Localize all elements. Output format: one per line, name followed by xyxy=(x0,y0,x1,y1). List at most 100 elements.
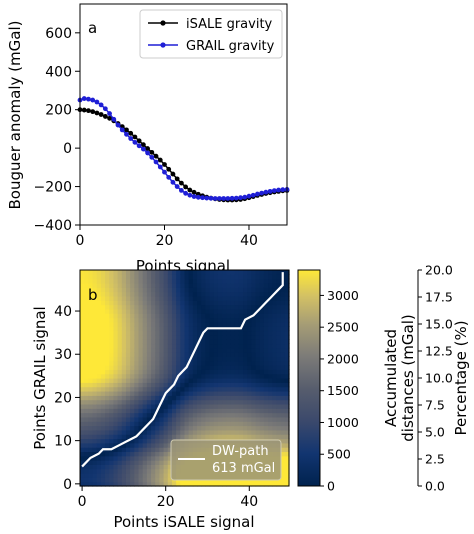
colorbar-tick-label-3000: 3000 xyxy=(327,288,359,303)
heatmap-cell xyxy=(255,369,261,375)
heatmap-cell xyxy=(155,326,161,332)
heatmap-cell xyxy=(121,455,127,461)
heatmap-cell xyxy=(92,373,98,379)
heatmap-cell xyxy=(159,365,165,370)
heatmap-cell xyxy=(238,278,244,284)
heatmap-cell xyxy=(100,274,106,280)
heatmap-cell xyxy=(263,282,269,288)
heatmap-cell xyxy=(213,339,219,345)
heatmap-cell xyxy=(146,464,152,470)
heatmap-cell xyxy=(163,274,169,280)
heatmap-cell xyxy=(201,408,206,414)
heatmap-cell xyxy=(230,313,236,319)
heatmap-cell xyxy=(201,347,206,353)
heatmap-cell xyxy=(121,369,127,375)
heatmap-cell xyxy=(259,386,265,392)
heatmap-cell xyxy=(247,282,252,288)
heatmap-cell xyxy=(113,395,119,401)
heatmap-cell xyxy=(167,278,173,284)
series-point-0-20 xyxy=(162,162,167,167)
heatmap-cell xyxy=(130,356,135,362)
heatmap-cell xyxy=(100,416,106,422)
heatmap-cell xyxy=(138,395,144,401)
heatmap-cell xyxy=(105,287,110,293)
series-point-1-40 xyxy=(246,193,252,199)
heatmap-cell xyxy=(100,390,106,396)
heatmap-cell xyxy=(88,481,94,487)
heatmap-cell xyxy=(125,429,131,435)
heatmap-cell xyxy=(121,321,127,327)
heatmap-cell xyxy=(109,356,115,362)
heatmap-cell xyxy=(171,326,177,332)
heatmap-cell xyxy=(205,308,211,314)
heatmap-cell xyxy=(92,365,98,370)
heatmap-cell xyxy=(276,365,282,370)
heatmap-cell xyxy=(205,317,211,323)
heatmap-cell xyxy=(80,339,85,345)
series-point-1-29 xyxy=(200,195,205,201)
heatmap-cell xyxy=(96,464,102,470)
heatmap-cell xyxy=(280,390,286,396)
heatmap-cell xyxy=(251,282,257,288)
heatmap-cell xyxy=(134,287,140,293)
heatmap-cell xyxy=(213,282,219,288)
a-ytick-label-0: 0 xyxy=(63,141,72,157)
heatmap-cell xyxy=(171,408,177,414)
heatmap-cell xyxy=(205,339,211,345)
heatmap-cell xyxy=(276,347,282,353)
heatmap-cell xyxy=(171,274,177,280)
heatmap-cell xyxy=(284,356,290,362)
pct-tick-label-2: 5.0 xyxy=(425,425,445,440)
heatmap-cell xyxy=(284,373,290,379)
heatmap-cell xyxy=(80,425,85,431)
heatmap-cell xyxy=(222,390,227,396)
heatmap-cell xyxy=(84,330,89,336)
heatmap-cell xyxy=(146,334,152,340)
heatmap-cell xyxy=(130,321,135,327)
heatmap-cell xyxy=(268,425,273,431)
heatmap-cell xyxy=(151,270,156,275)
heatmap-cell xyxy=(163,352,169,357)
heatmap-cell xyxy=(234,373,240,379)
heatmap-cell xyxy=(84,347,89,353)
heatmap-cell xyxy=(201,390,206,396)
heatmap-cell xyxy=(209,382,215,388)
heatmap-cell xyxy=(88,347,94,353)
heatmap-cell xyxy=(238,412,244,418)
heatmap-cell xyxy=(259,373,265,379)
heatmap-cell xyxy=(230,365,236,370)
heatmap-cell xyxy=(272,403,278,409)
heatmap-cell xyxy=(151,291,156,297)
heatmap-cell xyxy=(217,295,223,301)
heatmap-cell xyxy=(238,291,244,297)
heatmap-cell xyxy=(230,386,236,392)
heatmap-cell xyxy=(109,382,115,388)
heatmap-cell xyxy=(163,468,169,474)
heatmap-cell xyxy=(268,390,273,396)
b-xtick-label-40: 40 xyxy=(240,494,258,510)
heatmap-cell xyxy=(171,282,177,288)
heatmap-cell xyxy=(243,481,248,487)
heatmap-cell xyxy=(109,369,115,375)
heatmap-cell xyxy=(109,451,115,457)
heatmap-cell xyxy=(192,390,198,396)
heatmap-cell xyxy=(84,295,89,301)
heatmap-cell xyxy=(192,352,198,357)
heatmap-cell xyxy=(222,270,227,275)
heatmap-cell xyxy=(209,412,215,418)
heatmap-cell xyxy=(125,365,131,370)
pct-tick-label-6: 15.0 xyxy=(425,317,453,332)
heatmap-cell xyxy=(188,369,194,375)
heatmap-cell xyxy=(159,282,165,288)
heatmap-cell xyxy=(184,416,190,422)
heatmap-cell xyxy=(125,378,131,383)
series-point-1-6 xyxy=(102,106,108,112)
heatmap-cell xyxy=(167,403,173,409)
heatmap-cell xyxy=(171,425,177,431)
heatmap-cell xyxy=(176,291,181,297)
heatmap-cell xyxy=(176,395,181,401)
heatmap-cell xyxy=(247,308,252,314)
heatmap-cell xyxy=(205,386,211,392)
heatmap-cell xyxy=(280,304,286,310)
heatmap-cell xyxy=(117,386,123,392)
